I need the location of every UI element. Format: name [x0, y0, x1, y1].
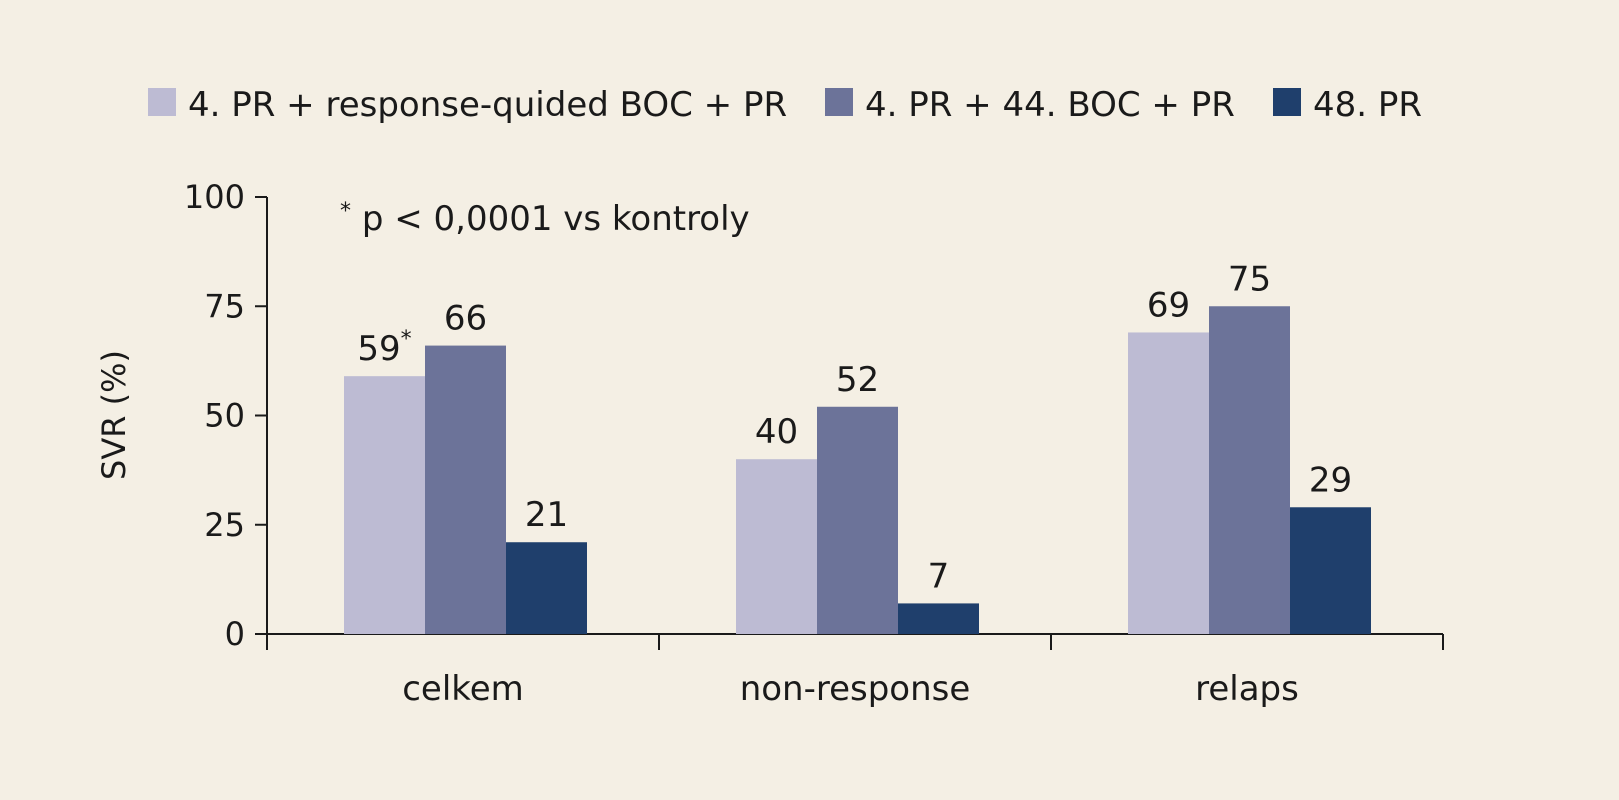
legend: 4. PR + response-quided BOC + PR 4. PR + … — [148, 85, 1422, 125]
value-label: 40 — [755, 412, 798, 452]
value-label: 52 — [836, 360, 879, 400]
bar — [425, 345, 506, 634]
bars — [344, 306, 1371, 634]
legend-label: 48. PR — [1313, 85, 1422, 125]
legend-swatch — [1273, 88, 1301, 116]
value-labels: 59* 40 69 66 52 75 21 7 29 — [357, 259, 1352, 596]
bar — [817, 406, 898, 634]
category-label: non-response — [740, 669, 971, 709]
value-label: 7 — [928, 556, 950, 596]
bar — [1209, 306, 1290, 634]
bar — [1290, 507, 1371, 634]
value-label: 69 — [1147, 285, 1190, 325]
value-label-marker: * — [401, 327, 412, 352]
y-tick-label: 50 — [204, 397, 245, 435]
category-labels: celkem non-response relaps — [402, 669, 1299, 709]
bar — [506, 542, 587, 634]
category-label: celkem — [402, 669, 524, 709]
bar — [344, 376, 425, 634]
bar — [1128, 332, 1209, 634]
value-label: 59* — [357, 327, 411, 369]
y-tick-label: 75 — [204, 287, 245, 325]
y-axis-title: SVR (%) — [95, 350, 133, 480]
category-label: relaps — [1195, 669, 1299, 709]
value-label: 66 — [444, 299, 487, 339]
value-label: 29 — [1309, 460, 1352, 500]
legend-swatch — [148, 88, 176, 116]
significance-note-text: p < 0,0001 vs kontroly — [362, 199, 750, 239]
bar — [736, 459, 817, 634]
legend-swatch — [825, 88, 853, 116]
x-ticks — [266, 634, 1444, 650]
significance-note-marker: * — [340, 199, 351, 224]
significance-note: * p < 0,0001 vs kontroly — [340, 187, 750, 239]
y-ticks: 0 25 50 75 100 — [184, 178, 267, 653]
y-tick-label: 100 — [184, 178, 245, 216]
y-tick-label: 0 — [225, 615, 245, 653]
value-label: 75 — [1228, 259, 1271, 299]
bar — [898, 603, 979, 634]
legend-label: 4. PR + response-quided BOC + PR — [188, 85, 787, 125]
value-label: 21 — [525, 495, 568, 535]
legend-label: 4. PR + 44. BOC + PR — [865, 85, 1235, 125]
y-tick-label: 25 — [204, 506, 245, 544]
